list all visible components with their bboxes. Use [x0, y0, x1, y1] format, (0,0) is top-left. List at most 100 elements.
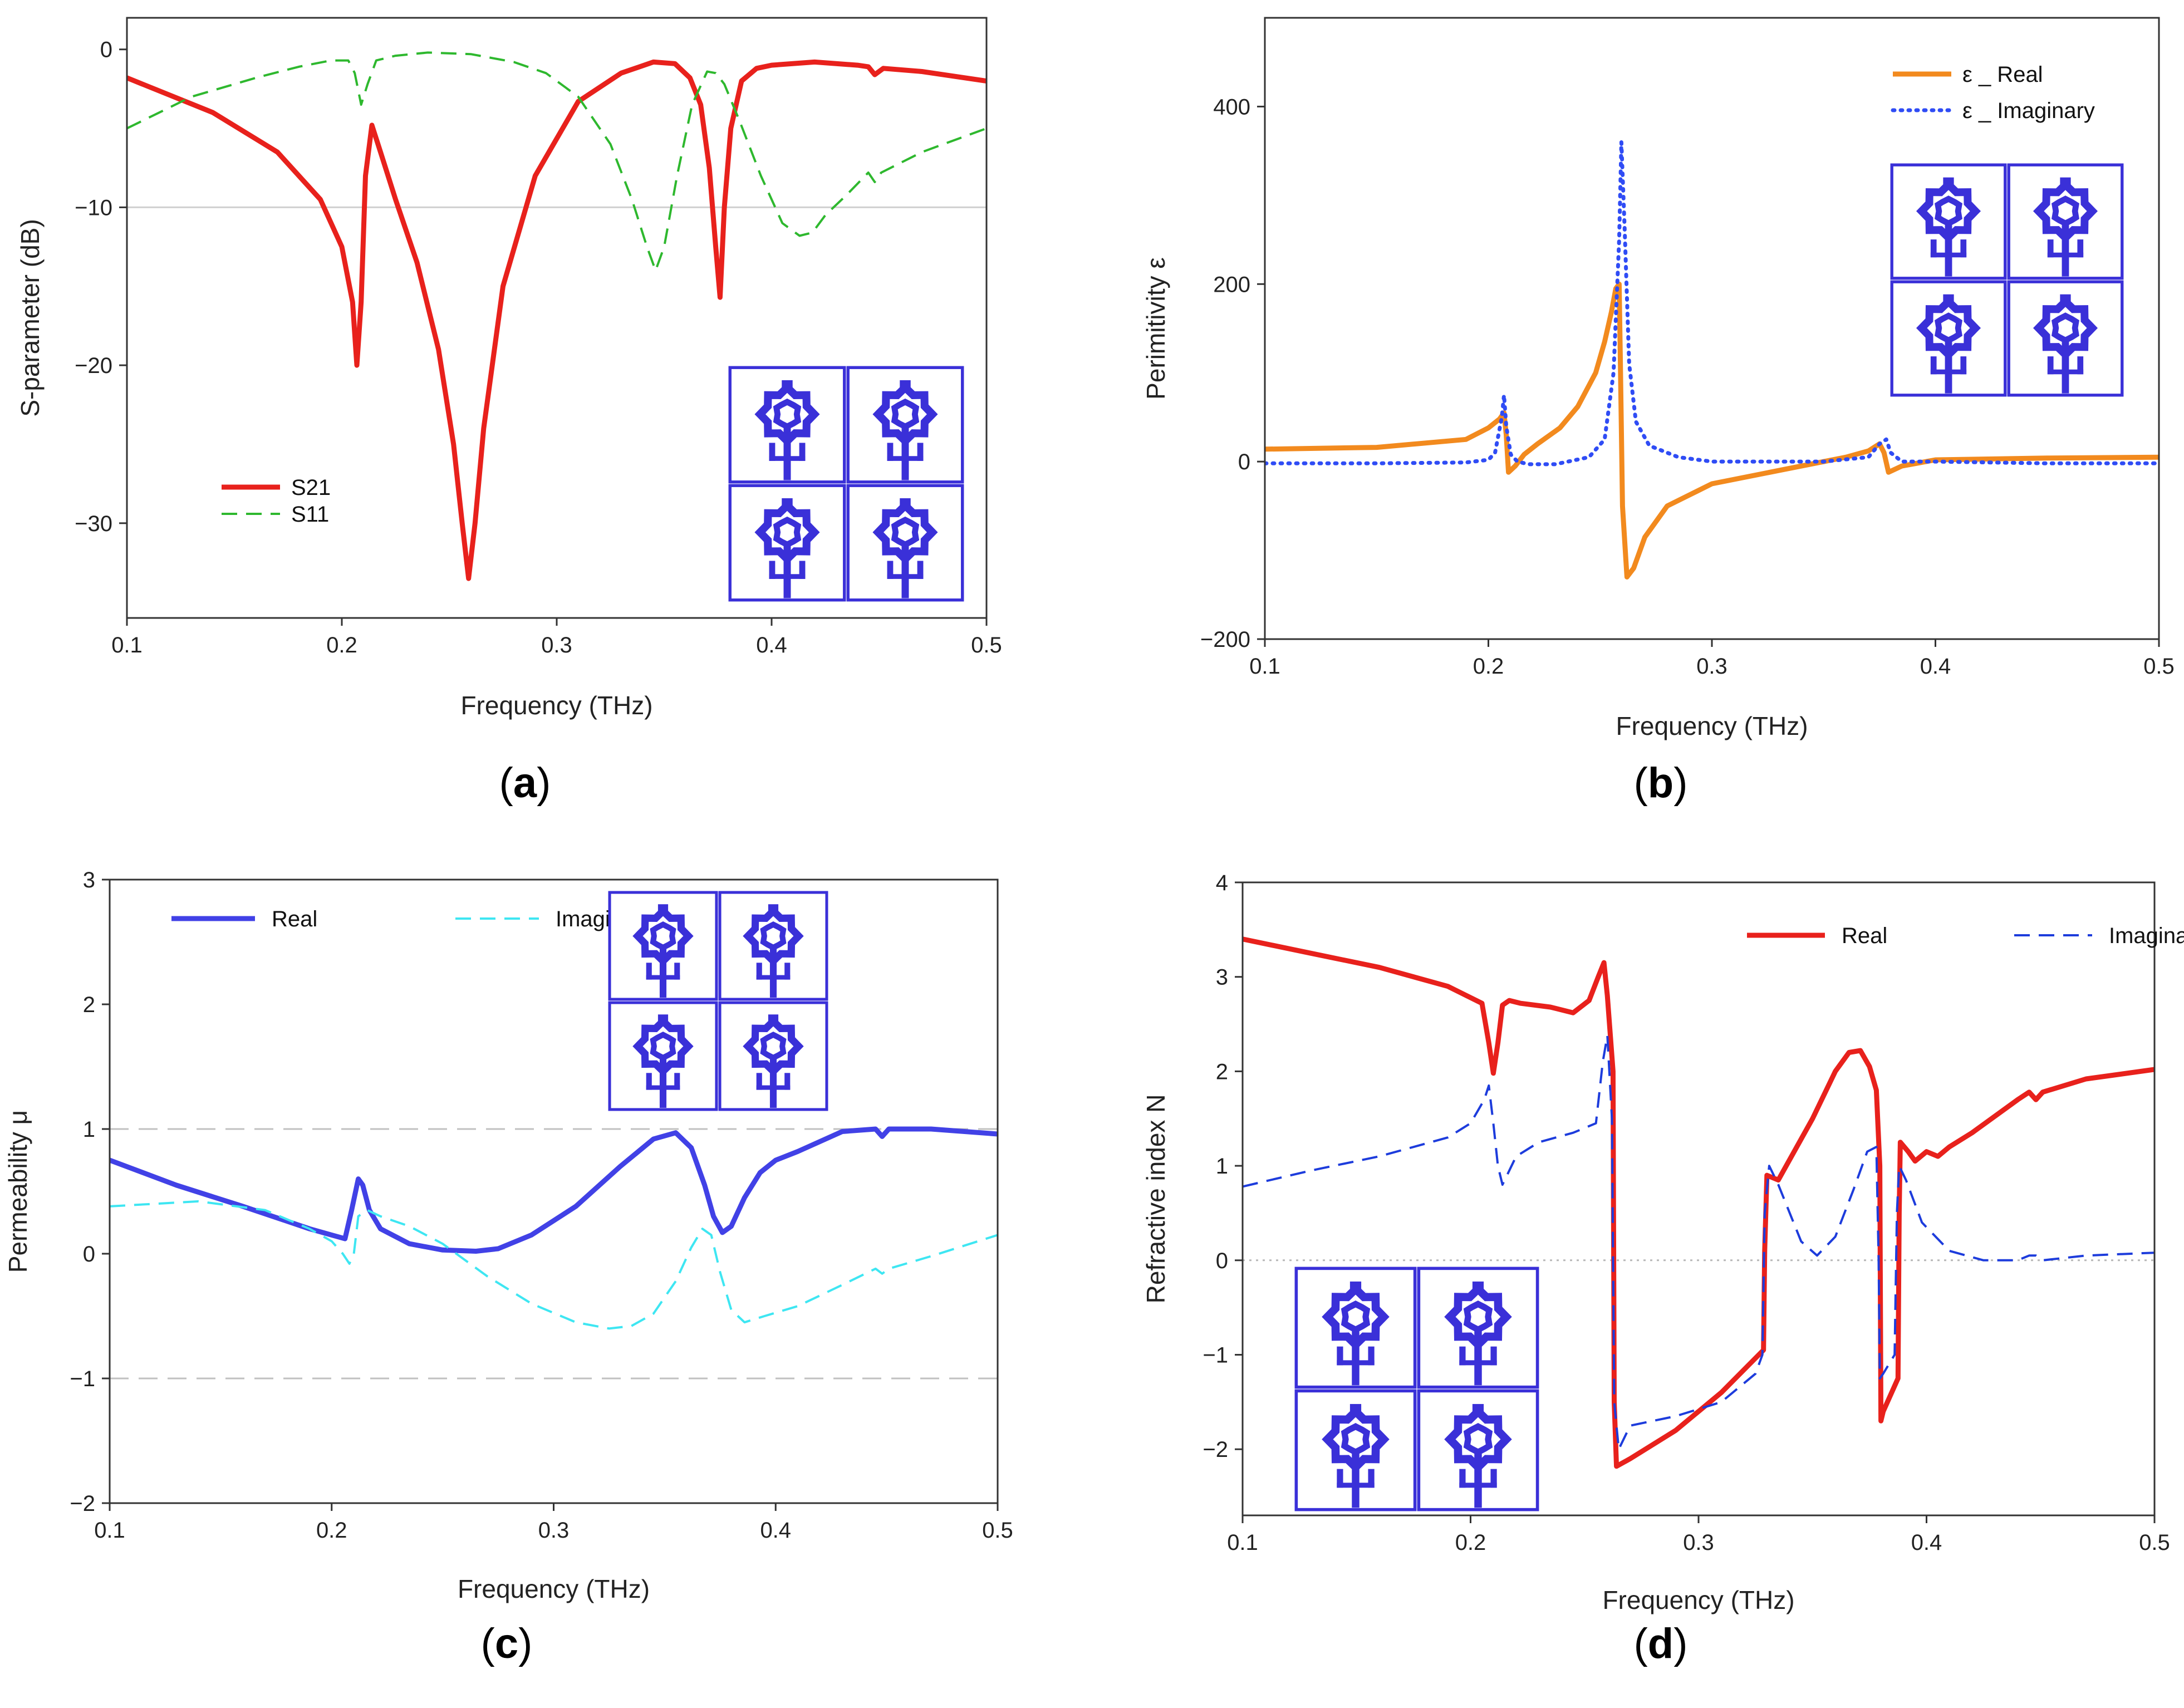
y-tick-label: −1: [1203, 1343, 1228, 1368]
y-tick-label: 3: [1216, 965, 1228, 990]
resonator-unit-icon: [848, 485, 963, 600]
x-axis-label: Frequency (THz): [1616, 711, 1808, 740]
resonator-unit-icon: [1419, 1391, 1537, 1509]
series-line-imaginary: [110, 1200, 998, 1330]
y-axis-label: Refractive index N: [1141, 1095, 1170, 1304]
x-tick-label: 0.5: [982, 1518, 1013, 1543]
y-axis-label: Perimitivity ε: [1141, 257, 1170, 400]
series-line-imaginary: [1243, 1034, 2154, 1451]
series-line-real: [1243, 936, 2154, 1469]
legend-label: Real: [1842, 924, 1887, 948]
chart-panel-b: 0.1 0.2 0.3 0.4 0.5 −200 0 200 400 Frequency (THz…: [1141, 17, 2175, 807]
x-tick-label: 0.2: [326, 633, 357, 657]
x-axis-label: Frequency (THz): [460, 691, 652, 720]
plot-frame: [109, 878, 999, 1504]
x-tick-label: 0.1: [111, 633, 143, 657]
y-tick-label: 3: [83, 868, 95, 892]
resonator-unit-icon: [1892, 165, 2005, 278]
x-tick-label: 0.4: [1920, 654, 1951, 679]
y-tick-label: 0: [1238, 450, 1250, 474]
resonator-unit-icon: [1419, 1268, 1537, 1387]
chart-panel-c: 0.1 0.2 0.3 0.4 0.5 −2 −1 0 1 2 3 Frequency (THz) Pe…: [3, 868, 1013, 1667]
panel-caption: (a): [499, 759, 551, 807]
series-line-real: [110, 1126, 998, 1254]
y-tick-label: −200: [1200, 627, 1250, 652]
y-tick-label: 2: [1216, 1059, 1228, 1084]
x-axis-label: Frequency (THz): [458, 1574, 650, 1603]
x-tick-label: 0.1: [94, 1518, 125, 1543]
y-axis-label: S-parameter (dB): [16, 219, 45, 416]
resonator-inset: [730, 367, 963, 600]
series-line-real: [1265, 281, 2159, 580]
y-tick-label: 2: [83, 993, 95, 1017]
y-tick-label: −2: [1203, 1437, 1228, 1462]
resonator-unit-icon: [2009, 282, 2122, 395]
caption-letter: a: [513, 759, 537, 807]
x-tick-label: 0.1: [1249, 654, 1280, 679]
caption-open: (: [499, 759, 513, 807]
y-tick-label: 1: [1216, 1154, 1228, 1179]
caption-close: ): [1673, 759, 1687, 807]
x-tick-label: 0.3: [541, 633, 572, 657]
caption-close: ): [537, 759, 551, 807]
x-axis-label: Frequency (THz): [1602, 1586, 1794, 1614]
y-tick-label: −20: [75, 354, 112, 378]
panel-caption: (c): [481, 1620, 533, 1667]
resonator-inset: [1892, 165, 2122, 395]
y-axis-label: Permeability μ: [3, 1110, 32, 1273]
y-tick-label: 1: [83, 1117, 95, 1142]
x-tick-label: 0.3: [1696, 654, 1727, 679]
legend-label: Imaginary: [2109, 924, 2184, 948]
y-tick-label: 0: [1216, 1249, 1228, 1273]
legend-label: ε _ Imaginary: [1962, 99, 2095, 123]
legend-label: ε _ Real: [1962, 62, 2043, 87]
caption-open: (: [1633, 759, 1647, 807]
y-tick-label: −30: [75, 512, 112, 536]
legend: ε _ Real ε _ Imaginary: [1891, 62, 2095, 123]
x-tick-label: 0.5: [971, 633, 1002, 657]
resonator-unit-icon: [610, 1003, 716, 1110]
y-tick-label: 200: [1213, 272, 1250, 297]
legend: Real Imaginary: [1747, 924, 2184, 948]
x-tick-label: 0.4: [760, 1518, 791, 1543]
resonator-inset: [1296, 1268, 1537, 1509]
y-tick-label: 0: [83, 1242, 95, 1267]
caption-open: (: [481, 1620, 495, 1667]
caption-letter: c: [495, 1620, 518, 1667]
caption-letter: b: [1648, 759, 1673, 807]
y-tick-label: −10: [75, 195, 112, 220]
legend-label: Real: [272, 907, 317, 931]
chart-panel-d: 0.1 0.2 0.3 0.4 0.5 −2 −1 0 1 2 3 4 Frequency (THz) R…: [1141, 871, 2184, 1667]
resonator-unit-icon: [2009, 165, 2122, 278]
panel-caption: (b): [1633, 759, 1687, 807]
y-tick-label: 0: [100, 38, 112, 62]
x-tick-label: 0.3: [538, 1518, 570, 1543]
resonator-unit-icon: [720, 892, 827, 999]
x-tick-label: 0.3: [1683, 1530, 1714, 1555]
panel-caption: (d): [1633, 1620, 1687, 1667]
resonator-unit-icon: [720, 1003, 827, 1110]
y-tick-label: −2: [70, 1491, 95, 1516]
x-tick-label: 0.2: [1473, 654, 1504, 679]
chart-panel-a: 0.1 0.2 0.3 0.4 0.5 0 −10 −20 −30 Frequency (THz)…: [16, 17, 1002, 807]
y-tick-label: 4: [1216, 871, 1228, 895]
resonator-unit-icon: [610, 892, 716, 999]
x-tick-label: 0.2: [1455, 1530, 1486, 1555]
caption-open: (: [1633, 1620, 1647, 1667]
x-tick-label: 0.4: [1911, 1530, 1942, 1555]
series-line-s11: [127, 51, 987, 272]
x-tick-label: 0.2: [316, 1518, 347, 1543]
legend-label: S11: [291, 502, 329, 527]
x-tick-label: 0.4: [756, 633, 787, 657]
resonator-unit-icon: [1892, 282, 2005, 395]
x-tick-label: 0.1: [1227, 1530, 1258, 1555]
resonator-unit-icon: [730, 485, 845, 600]
series-line-s21: [127, 59, 987, 581]
caption-close: ): [518, 1620, 532, 1667]
y-tick-label: −1: [70, 1367, 95, 1391]
caption-close: ): [1673, 1620, 1687, 1667]
resonator-unit-icon: [848, 367, 963, 482]
